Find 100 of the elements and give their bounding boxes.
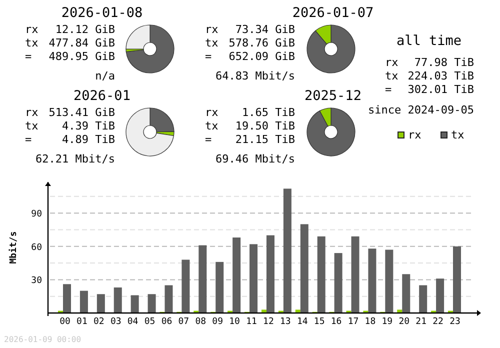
text: 224.03 TiB — [408, 70, 474, 82]
bar — [80, 290, 88, 313]
x-tick-label: 22 — [432, 317, 444, 327]
bar — [164, 285, 173, 313]
x-tick-label: 20 — [398, 317, 410, 327]
text: tx — [205, 120, 219, 132]
donut-slice — [126, 108, 174, 156]
legend-label: tx — [451, 128, 465, 142]
bar — [148, 294, 156, 313]
x-tick-label: 05 — [144, 317, 156, 327]
text: rx — [25, 106, 39, 119]
x-tick-label: 01 — [76, 317, 88, 327]
chart-title: 2025-12 — [304, 88, 362, 104]
text: tx — [385, 70, 399, 82]
text: 477.84 GiB — [48, 36, 116, 50]
text: 513.41 GiB — [48, 106, 116, 119]
bar — [232, 238, 241, 313]
bar — [96, 294, 105, 313]
chart-title: 2026-01-07 — [292, 5, 374, 21]
x-tick-label: 02 — [93, 317, 104, 327]
x-tick-label: 03 — [110, 317, 122, 327]
bar — [436, 278, 444, 313]
bar — [397, 310, 402, 313]
text: all time — [396, 33, 462, 49]
x-tick-label: 16 — [330, 317, 342, 327]
text: = — [385, 83, 392, 96]
text: 73.34 GiB — [235, 23, 296, 36]
donut-slice — [126, 24, 174, 74]
x-tick-label: 06 — [161, 317, 172, 327]
text: 1.65 TiB — [242, 106, 296, 119]
bar — [385, 250, 394, 313]
text: tx — [25, 36, 39, 50]
text: 4.39 TiB — [62, 120, 116, 132]
text: 77.98 TiB — [414, 56, 474, 69]
x-tick-label: 10 — [229, 317, 240, 327]
y-tick-label: 60 — [31, 242, 42, 253]
text: tx — [205, 36, 219, 50]
bar — [283, 188, 292, 313]
text: 578.76 GiB — [228, 36, 296, 50]
x-tick-label: 11 — [246, 317, 257, 327]
text: 62.21 Mbit/s — [36, 152, 115, 166]
x-tick-label: 23 — [450, 317, 460, 327]
text: tx — [25, 120, 39, 132]
bar — [130, 295, 139, 313]
text: rx — [385, 56, 399, 69]
bar — [300, 224, 308, 313]
bar — [114, 287, 122, 313]
x-tick-label: 21 — [416, 317, 427, 327]
text: 19.50 TiB — [235, 120, 296, 132]
text: 64.83 Mbit/s — [216, 70, 295, 82]
y-tick-label: 90 — [31, 210, 42, 220]
text: = — [205, 133, 212, 146]
x-tick-label: 13 — [280, 317, 291, 327]
legend-label: rx — [408, 128, 422, 142]
bar — [266, 235, 274, 313]
text: = — [25, 50, 32, 63]
x-tick-label: 18 — [364, 317, 376, 327]
x-tick-label: 12 — [263, 317, 274, 327]
text: rx — [205, 106, 219, 119]
text: 302.01 TiB — [408, 83, 474, 96]
donut-slice — [306, 108, 356, 156]
text: 4.89 TiB — [62, 133, 116, 146]
bar — [368, 248, 376, 313]
text: 69.46 Mbit/s — [216, 152, 295, 166]
bar — [261, 310, 266, 313]
text: 12.12 GiB — [55, 23, 116, 36]
bar — [63, 284, 71, 313]
x-tick-label: 17 — [348, 317, 359, 327]
text: 652.09 GiB — [228, 50, 296, 63]
x-tick-label: 07 — [178, 317, 190, 327]
x-tick-label: 19 — [382, 317, 393, 327]
x-tick-label: 04 — [127, 317, 138, 327]
bar — [198, 245, 207, 313]
x-tick-label: 15 — [314, 317, 325, 327]
text: = — [25, 133, 32, 146]
text: since 2024-09-05 — [368, 104, 474, 116]
bar — [295, 310, 300, 313]
bar — [419, 285, 428, 313]
bar — [182, 260, 190, 313]
bar — [317, 236, 326, 313]
x-tick-label: 08 — [195, 317, 206, 327]
text: rx — [205, 23, 219, 36]
bar — [216, 262, 224, 313]
bar — [250, 244, 258, 313]
bar — [453, 246, 461, 313]
chart-title: 2026-01-08 — [61, 5, 143, 21]
x-tick-label: 00 — [60, 317, 70, 327]
text: = — [205, 50, 212, 63]
y-tick-label: 30 — [31, 276, 42, 286]
y-axis-title: Mbit/s — [8, 231, 19, 264]
text: 21.15 TiB — [235, 133, 296, 146]
text: rx — [25, 23, 39, 36]
bar — [334, 253, 342, 313]
x-tick-label: 09 — [212, 317, 224, 327]
x-tick-label: 14 — [296, 317, 308, 327]
bar — [402, 274, 410, 313]
text: n/a — [95, 70, 115, 82]
bar — [351, 236, 360, 313]
text: 489.95 GiB — [48, 50, 116, 63]
chart-title: 2026-01 — [74, 88, 130, 104]
